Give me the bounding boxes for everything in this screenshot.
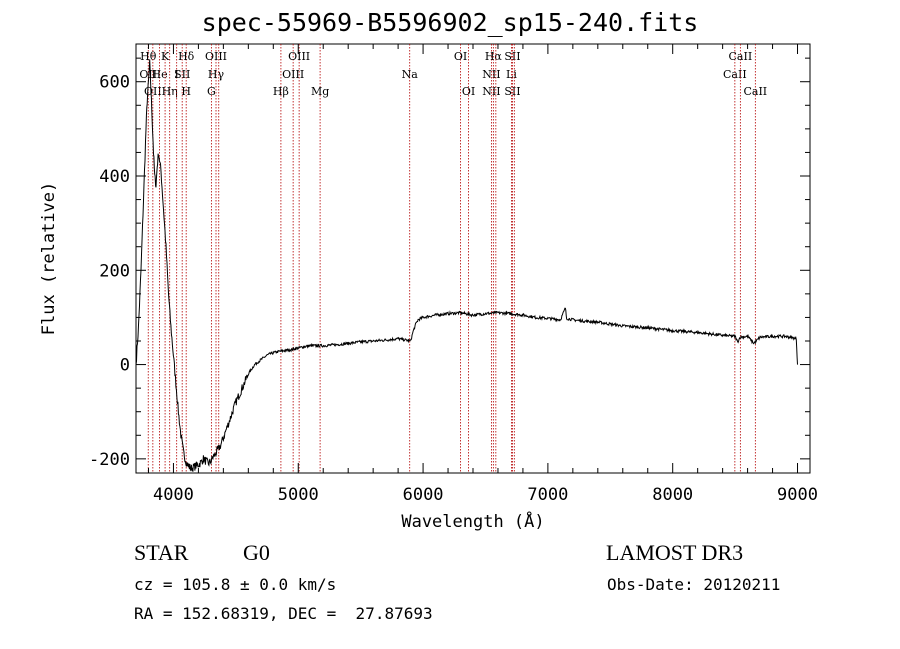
spectral-line-label: SII — [174, 68, 190, 81]
x-tick-label: 8000 — [652, 485, 693, 505]
x-tick-label: 4000 — [153, 485, 194, 505]
spectral-line-label: Hθ — [140, 50, 157, 63]
spectral-line-label: OII — [144, 85, 162, 98]
y-tick-label: -200 — [89, 450, 130, 470]
redshift-readout: cz = 105.8 ± 0.0 km/s — [134, 575, 337, 594]
spectral-line-label: Hβ — [273, 85, 289, 98]
spectral-line-label: G — [207, 85, 216, 98]
y-tick-label: 200 — [99, 261, 130, 281]
spectral-line-label: NII — [482, 68, 500, 81]
spectral-line-label: He — [152, 68, 168, 81]
y-tick-label: 400 — [99, 167, 130, 187]
y-axis-label: Flux (relative) — [39, 182, 59, 336]
spectral-line-label: OIII — [282, 68, 304, 81]
x-tick-label: 6000 — [403, 485, 444, 505]
chart-title: spec-55969-B5596902_sp15-240.fits — [201, 8, 699, 37]
spectral-line-label: Hγ — [208, 68, 225, 81]
x-tick-label: 5000 — [278, 485, 319, 505]
x-tick-label: 7000 — [527, 485, 568, 505]
spectral-line-label: CaII — [729, 50, 753, 63]
spectral-line-label: Mg — [311, 85, 329, 98]
spectral-line-label: Hδ — [178, 50, 195, 63]
x-tick-label: 9000 — [777, 485, 818, 505]
spectral-line-label: K — [161, 50, 170, 63]
spectral-line-label: Hη — [162, 85, 178, 98]
y-tick-label: 600 — [99, 73, 130, 93]
spectral-line-label: CaII — [743, 85, 767, 98]
object-class: STAR — [134, 540, 189, 565]
spectral-line-label: Na — [402, 68, 419, 81]
spectral-line-label: OIII — [288, 50, 310, 63]
plot-frame — [135, 43, 811, 474]
spectral-line-label: Li — [506, 68, 517, 81]
survey-name: LAMOST DR3 — [606, 540, 744, 565]
spectrum-line — [135, 59, 798, 472]
spectral-line-label: SII — [504, 50, 520, 63]
spectral-line-label: SII — [504, 85, 520, 98]
spectral-line-label: CaII — [723, 68, 747, 81]
spectral-line-label: I — [175, 68, 179, 81]
y-tick-label: 0 — [120, 356, 130, 376]
spectral-line-label: OI — [454, 50, 467, 63]
x-axis-label: Wavelength (Å) — [401, 510, 544, 532]
ra-dec-readout: RA = 152.68319, DEC = 27.87693 — [134, 604, 433, 623]
spectral-line-label: NII — [482, 85, 500, 98]
spectral-line-label: OIII — [205, 50, 227, 63]
spectral-line-label: OI — [462, 85, 475, 98]
spectral-line-label: Hα — [485, 50, 503, 63]
spectral-line-label: H — [181, 85, 191, 98]
obs-date: Obs-Date: 20120211 — [607, 575, 781, 594]
object-subclass: G0 — [243, 540, 270, 565]
